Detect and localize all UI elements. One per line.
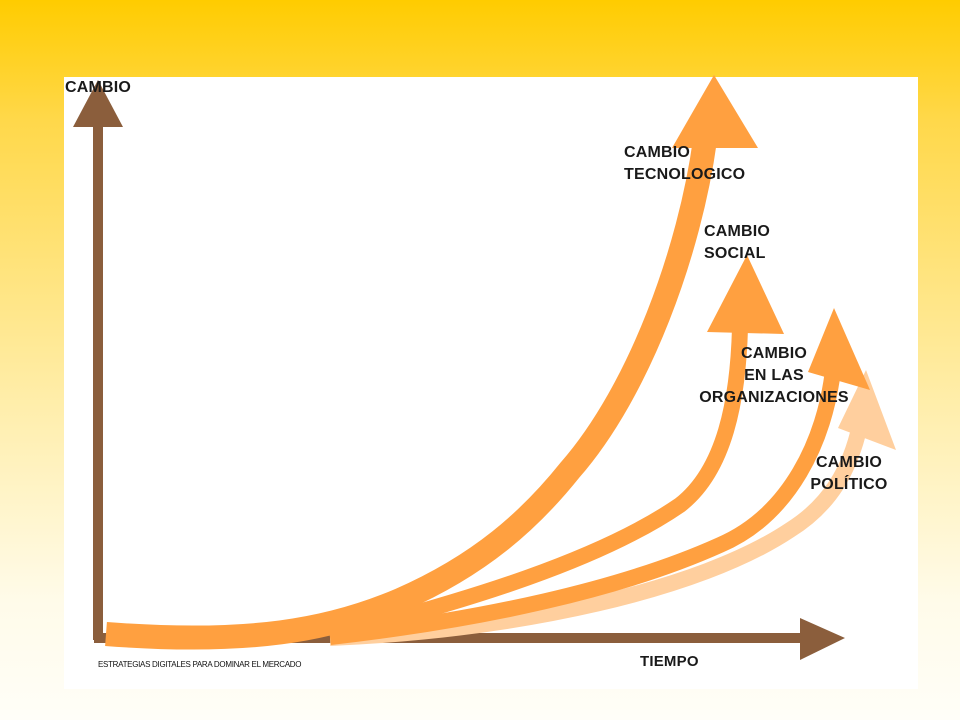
x-axis-label: TIEMPO (640, 653, 699, 670)
curve-organizaciones-arrowhead (808, 308, 870, 390)
curve-tecnologico (105, 75, 758, 650)
x-axis-arrowhead (800, 618, 845, 660)
footer-caption: ESTRATEGIAS DIGITALES PARA DOMINAR EL ME… (98, 660, 302, 669)
y-axis-label: CAMBIO (65, 79, 132, 96)
label-politico-line2: POLÍTICO (810, 476, 888, 493)
label-organizaciones: CAMBIO EN LAS ORGANIZACIONES (686, 343, 862, 409)
curve-social (328, 255, 784, 644)
label-social: CAMBIO SOCIAL (704, 221, 770, 265)
curve-politico (329, 370, 896, 646)
label-politico-line1: CAMBIO (815, 454, 883, 471)
curve-social-arrowhead (707, 255, 784, 334)
label-tecnologico-line2: TECNOLOGICO (624, 166, 746, 183)
label-organizaciones-line2: EN LAS (744, 367, 804, 384)
label-organizaciones-line1: CAMBIO (740, 345, 808, 362)
label-politico: CAMBIO POLÍTICO (803, 452, 895, 496)
label-organizaciones-line3: ORGANIZACIONES (699, 389, 849, 406)
y-axis-arrowhead (73, 80, 123, 127)
curve-tecnologico-arrowhead (672, 75, 758, 148)
y-axis (73, 80, 123, 640)
curve-politico-arrowhead (838, 370, 896, 450)
curve-organizaciones-shaft (329, 369, 841, 645)
curve-politico-shaft (329, 423, 868, 646)
label-social-line1: CAMBIO (704, 223, 771, 240)
curve-social-shaft (328, 327, 748, 644)
curve-tecnologico-shaft (105, 138, 717, 650)
label-social-line2: SOCIAL (704, 245, 766, 262)
curve-organizaciones (329, 308, 870, 645)
label-tecnologico: CAMBIO TECNOLOGICO (624, 142, 745, 186)
label-tecnologico-line1: CAMBIO (624, 144, 691, 161)
